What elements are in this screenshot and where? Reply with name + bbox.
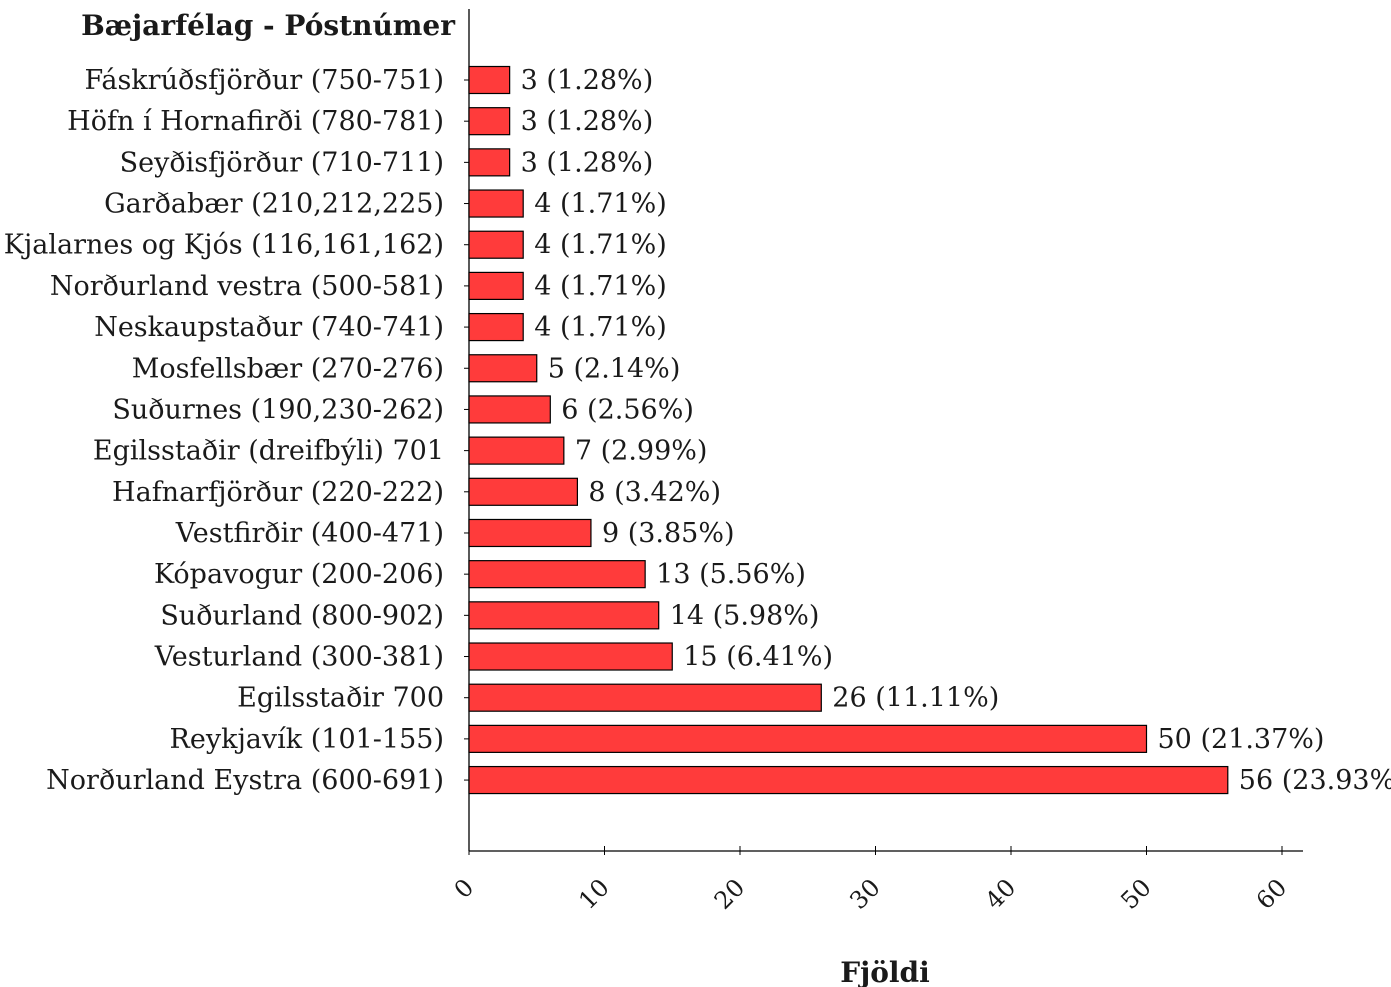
category-label: Seyðisfjörður (710-711)	[120, 147, 444, 178]
value-label: 9 (3.85%)	[602, 518, 735, 549]
bar	[468, 271, 524, 300]
value-label: 50 (21.37%)	[1158, 724, 1325, 755]
x-axis-title: Fjöldi	[840, 956, 930, 987]
value-label: 4 (1.71%)	[534, 271, 667, 302]
bar	[468, 65, 511, 95]
value-label: 14 (5.98%)	[670, 600, 820, 631]
bar	[468, 148, 511, 177]
bars-group	[464, 65, 1229, 795]
bar	[468, 189, 524, 218]
bar	[468, 683, 822, 712]
category-label: Mosfellsbær (270-276)	[132, 353, 444, 384]
category-label: Hafnarfjörður (220-222)	[112, 477, 444, 508]
category-label: Norðurland Eystra (600-691)	[46, 765, 444, 796]
category-label: Kópavogur (200-206)	[154, 559, 444, 590]
bar	[468, 724, 1148, 753]
category-label: Garðabær (210,212,225)	[104, 189, 444, 220]
x-tick-label: 40	[980, 873, 1021, 914]
x-tick-label: 0	[449, 873, 480, 904]
bar	[468, 642, 673, 671]
value-label: 8 (3.42%)	[588, 477, 721, 508]
value-label: 5 (2.14%)	[548, 353, 681, 384]
x-tick-label: 20	[709, 873, 750, 914]
bar	[468, 312, 524, 342]
x-tick-label: 30	[844, 873, 885, 914]
category-label: Kjalarnes og Kjós (116,161,162)	[4, 230, 444, 261]
bar	[468, 395, 551, 424]
x-tick-label: 10	[573, 873, 614, 914]
value-label: 56 (23.93%)	[1239, 765, 1391, 796]
category-label: Reykjavík (101-155)	[170, 724, 444, 755]
category-label: Höfn í Hornafirði (780-781)	[67, 106, 444, 137]
bar	[468, 601, 660, 630]
x-ticks: 0 10 20 30 40 50 60	[449, 846, 1292, 915]
category-label: Suðurland (800-902)	[160, 600, 444, 631]
category-label: Egilsstaðir 700	[237, 683, 444, 714]
bar	[468, 436, 565, 465]
category-label: Fáskrúðsfjörður (750-751)	[84, 65, 444, 96]
bar	[468, 518, 592, 548]
category-label: Suðurnes (190,230-262)	[112, 394, 444, 425]
value-label: 4 (1.71%)	[534, 189, 667, 220]
value-label: 4 (1.71%)	[534, 312, 667, 343]
value-label: 6 (2.56%)	[561, 394, 694, 425]
bar	[468, 354, 538, 383]
category-label: Norðurland vestra (500-581)	[50, 271, 444, 302]
value-label: 3 (1.28%)	[521, 106, 654, 137]
x-tick-label: 50	[1115, 873, 1156, 914]
category-label: Egilsstaðir (dreifbýli) 701	[93, 436, 444, 467]
value-label: 13 (5.56%)	[656, 559, 806, 590]
value-label: 4 (1.71%)	[534, 230, 667, 261]
value-label: 26 (11.11%)	[832, 683, 999, 714]
x-tick-label: 60	[1251, 873, 1292, 914]
value-labels: 3 (1.28%) 3 (1.28%) 3 (1.28%) 4 (1.71%) 4 (1…	[521, 65, 1391, 796]
category-label: Vestfirðir (400-471)	[175, 518, 444, 549]
value-label: 7 (2.99%)	[575, 436, 708, 467]
value-label: 3 (1.28%)	[521, 147, 654, 178]
bar	[468, 765, 1229, 795]
y-axis-title: Bæjarfélag - Póstnúmer	[81, 9, 456, 42]
category-label: Vesturland (300-381)	[154, 642, 444, 673]
value-label: 3 (1.28%)	[521, 65, 654, 96]
bar	[468, 477, 579, 506]
category-labels: Fáskrúðsfjörður (750-751) Höfn í Hornafir…	[4, 65, 444, 796]
value-label: 15 (6.41%)	[683, 642, 833, 673]
bar	[468, 107, 511, 136]
bar	[468, 230, 524, 259]
bar	[468, 560, 646, 589]
category-label: Neskaupstaður (740-741)	[94, 312, 444, 343]
